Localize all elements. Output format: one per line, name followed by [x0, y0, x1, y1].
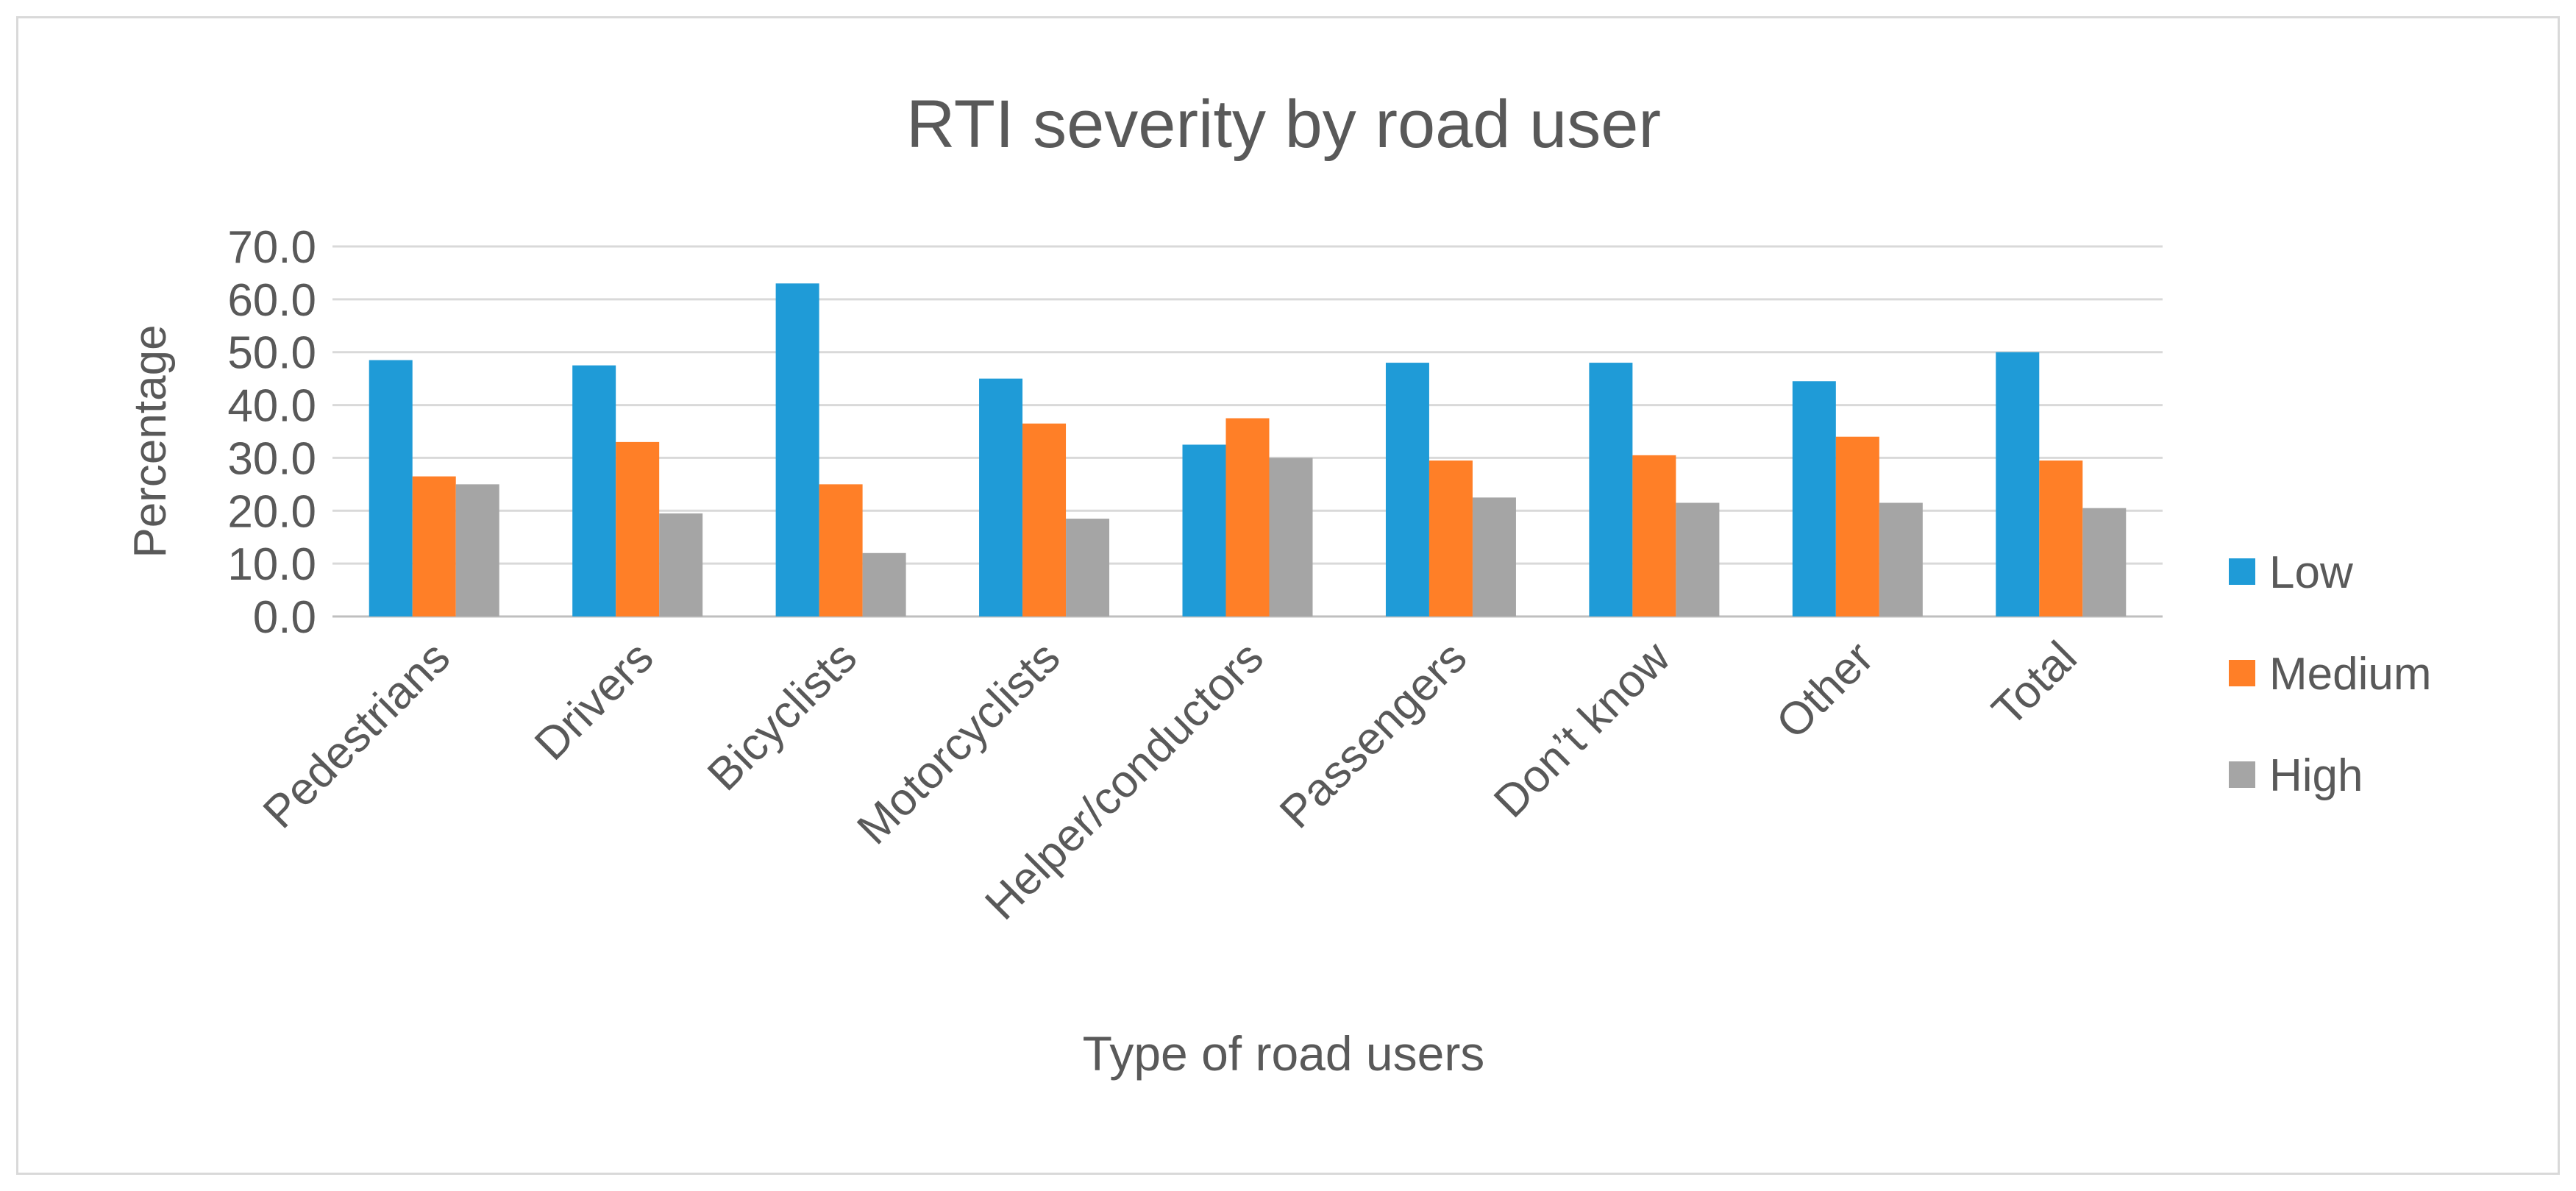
y-axis-label: Percentage	[125, 324, 176, 558]
y-tick-label: 10.0	[227, 539, 316, 590]
x-tick-label: Bicyclists	[698, 632, 867, 800]
legend-label: High	[2269, 750, 2363, 801]
bar-high	[659, 513, 703, 616]
bar-low	[1182, 444, 1226, 616]
x-tick-labels: Pedestrians Drivers BicyclistsMotorcyclist…	[254, 632, 2087, 930]
bar-medium	[1022, 423, 1067, 616]
chart-frame: RTI severity by road user Percentage Typ…	[16, 16, 2560, 1175]
x-axis-label: Type of road users	[1083, 1026, 1485, 1081]
x-tick-label: Drivers	[525, 632, 663, 770]
bar-low	[572, 365, 616, 616]
bar-medium	[1225, 418, 1270, 616]
bar-medium	[1428, 461, 1473, 616]
bar-low	[369, 360, 413, 616]
y-tick-label: 60.0	[227, 275, 316, 326]
x-tick-label: Don’t know	[1484, 632, 1680, 828]
bar-medium	[616, 441, 660, 616]
bar-medium	[412, 476, 456, 616]
y-tick-label: 50.0	[227, 328, 316, 379]
bar-high	[2082, 508, 2127, 616]
bar-high	[1472, 497, 1516, 616]
x-tick-label: Total	[1982, 632, 2086, 736]
x-tick-label: Passengers	[1270, 632, 1476, 838]
y-tick-label: 20.0	[227, 486, 316, 537]
x-tick-label: Other	[1767, 632, 1883, 748]
bar-high	[455, 484, 499, 616]
y-tick-label: 40.0	[227, 381, 316, 432]
bar-low	[1996, 352, 2040, 616]
y-tick-label: 70.0	[227, 222, 316, 273]
bar-low	[1385, 363, 1429, 616]
y-tick-label: 30.0	[227, 433, 316, 484]
bar-high	[1269, 458, 1313, 616]
bar-low	[1589, 363, 1633, 616]
bars	[369, 283, 2127, 616]
bar-chart: RTI severity by road user Percentage Typ…	[125, 87, 2432, 1081]
chart-title: RTI severity by road user	[906, 87, 1661, 162]
legend-label: Medium	[2269, 649, 2432, 700]
legend-swatch-medium	[2229, 660, 2255, 686]
legend-label: Low	[2269, 547, 2353, 598]
bar-medium	[1835, 436, 1879, 616]
legend-swatch-high	[2229, 761, 2255, 788]
bar-high	[1676, 502, 1720, 616]
y-tick-label: 0.0	[253, 592, 316, 643]
bar-low	[775, 283, 819, 616]
bar-medium	[1632, 455, 1676, 616]
bar-high	[862, 552, 906, 616]
bar-medium	[2039, 461, 2083, 616]
legend: Low Medium High	[2229, 547, 2432, 801]
bar-high	[1066, 519, 1110, 616]
y-tick-labels: 0.010.020.030.040.050.060.070.0	[227, 222, 316, 643]
bar-high	[1879, 502, 1923, 616]
x-tick-label: Pedestrians	[254, 632, 460, 838]
legend-swatch-low	[2229, 558, 2255, 585]
bar-medium	[819, 484, 863, 616]
x-tick-label: Motorcyclists	[847, 632, 1070, 854]
bar-low	[979, 378, 1023, 616]
bar-low	[1792, 381, 1836, 616]
